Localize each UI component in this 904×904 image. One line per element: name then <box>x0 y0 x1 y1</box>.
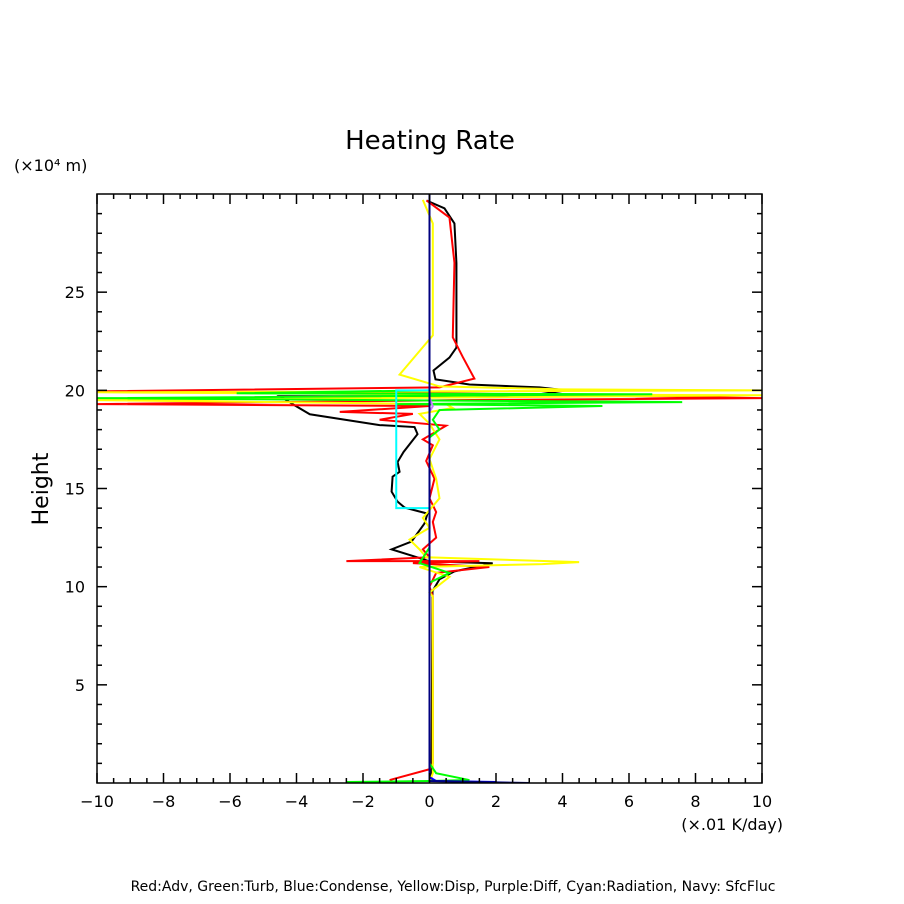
series-layer <box>97 194 762 783</box>
x-unit-label: (×.01 K/day) <box>681 815 783 834</box>
legend-text: Red:Adv, Green:Turb, Blue:Condense, Yell… <box>131 879 776 895</box>
x-tick-label: −6 <box>218 792 242 811</box>
x-tick-label: −8 <box>152 792 176 811</box>
y-axis-label: Height <box>29 452 54 525</box>
chart-title: Heating Rate <box>345 126 515 156</box>
y-tick-label: 20 <box>65 381 85 400</box>
x-tick-label: 0 <box>424 792 434 811</box>
y-tick-label: 25 <box>65 283 85 302</box>
x-tick-label: −2 <box>351 792 375 811</box>
x-tick-label: −10 <box>80 792 114 811</box>
series-line-sfcfluc <box>428 194 530 783</box>
x-tick-label: 10 <box>752 792 772 811</box>
series-line-radiation <box>395 389 430 510</box>
series-line-turb <box>97 389 683 783</box>
y-tick-label: 10 <box>65 578 85 597</box>
x-tick-label: 2 <box>491 792 501 811</box>
x-tick-label: 4 <box>557 792 567 811</box>
y-tick-label: 15 <box>65 480 85 499</box>
series-line-diff <box>428 397 434 413</box>
x-tick-label: 6 <box>624 792 634 811</box>
x-tick-label: −4 <box>285 792 309 811</box>
axes-layer: −10 −8 −6 −4 −2 0 2 4 6 8 10 5 10 15 20 25 <box>65 193 772 811</box>
y-unit-label: (×10⁴ m) <box>14 156 87 175</box>
x-tick-label: 8 <box>690 792 700 811</box>
y-tick-label: 5 <box>75 676 85 695</box>
series-line-total <box>276 199 567 781</box>
series-line-disp <box>97 199 762 783</box>
